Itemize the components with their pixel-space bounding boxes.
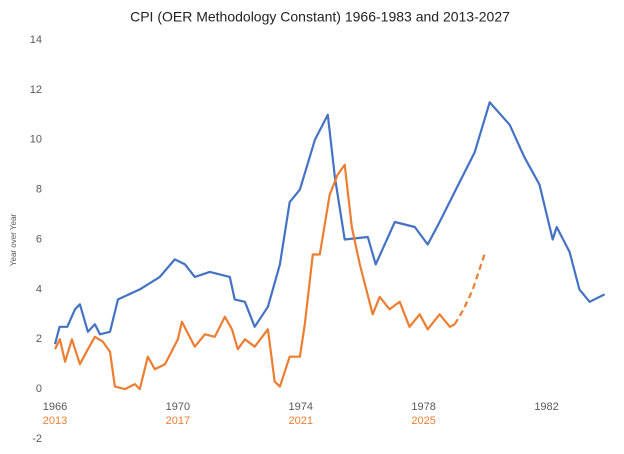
y-tick-label: 8 <box>36 184 42 196</box>
x2-tick-label: 2025 <box>411 415 435 427</box>
series-line <box>53 101 606 345</box>
y-axis-label: Year over Year <box>9 214 18 267</box>
x-tick-label: 1970 <box>166 401 190 413</box>
x2-tick-label: 2017 <box>166 415 190 427</box>
y-tick-label: 10 <box>30 134 42 146</box>
y-tick-label: -2 <box>32 433 42 445</box>
x-tick-label: 1982 <box>534 401 558 413</box>
chart-title: CPI (OER Methodology Constant) 1966-1983… <box>130 9 510 25</box>
series-line <box>54 163 456 391</box>
x-tick-label: 1966 <box>43 401 67 413</box>
series-line <box>453 254 486 325</box>
x-tick-label: 1978 <box>411 401 435 413</box>
y-tick-label: 6 <box>36 233 42 245</box>
y-tick-label: 0 <box>36 383 42 395</box>
x2-tick-label: 2021 <box>289 415 313 427</box>
y-tick-label: 2 <box>36 333 42 345</box>
y-tick-label: 4 <box>36 283 42 295</box>
x-tick-label: 1974 <box>289 401 313 413</box>
y-tick-label: 12 <box>30 84 42 96</box>
x2-tick-label: 2013 <box>43 415 67 427</box>
y-tick-label: 14 <box>30 34 42 46</box>
